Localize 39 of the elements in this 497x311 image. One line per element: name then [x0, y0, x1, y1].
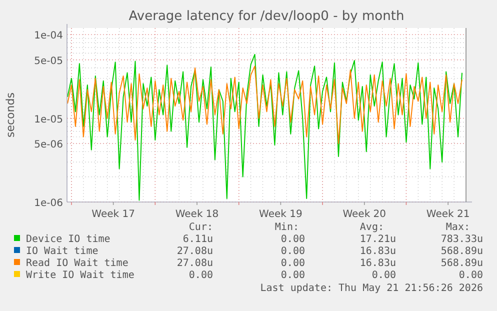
text: Cur:	[188, 222, 213, 233]
y-tick-label: 5e-05	[34, 56, 63, 67]
text: 27.08u	[176, 258, 213, 269]
x-tick-label: Week 18	[175, 209, 219, 220]
legend-label: IO Wait time	[26, 246, 98, 257]
x-tick-label: Week 21	[426, 209, 470, 220]
text: 16.83u	[360, 258, 396, 269]
x-tick-label: Week 19	[259, 209, 302, 220]
text: Last update: Thu May 21 21:56:26 2026	[260, 283, 483, 294]
y-tick-label: 5e-06	[34, 140, 63, 151]
legend-label: Write IO Wait time	[26, 270, 134, 281]
text: 27.08u	[176, 246, 213, 257]
text: 0.00	[280, 270, 305, 281]
text: 568.89u	[440, 258, 483, 269]
text: 16.83u	[360, 246, 396, 257]
y-tick-label: 1e-06	[34, 198, 63, 209]
text: 0.00	[372, 270, 396, 281]
text: 17.21u	[360, 234, 396, 245]
text: 0.00	[280, 258, 305, 269]
line-series	[67, 66, 463, 144]
chart-title: Average latency for /dev/loop0 - by month	[128, 9, 404, 24]
text: 783.33u	[440, 234, 483, 245]
text: Max:	[446, 222, 470, 233]
y-tick-label: 1e-05	[34, 114, 63, 126]
x-tick-label: Week 17	[92, 209, 135, 220]
text: Min:	[274, 222, 299, 233]
text: 0.00	[280, 246, 305, 257]
text: 568.89u	[440, 246, 483, 257]
y-axis-title: seconds	[4, 92, 17, 138]
text: 0.00	[188, 270, 213, 281]
x-tick-label: Week 20	[342, 209, 386, 220]
text: 6.11u	[182, 234, 213, 245]
legend-label: Device IO time	[26, 234, 110, 245]
text: Avg:	[360, 222, 384, 233]
text: 0.00	[280, 234, 305, 245]
y-tick-label: 1e-04	[34, 30, 63, 42]
legend-label: Read IO Wait time	[26, 258, 128, 269]
text: 0.00	[458, 270, 483, 281]
line-series	[67, 54, 463, 201]
